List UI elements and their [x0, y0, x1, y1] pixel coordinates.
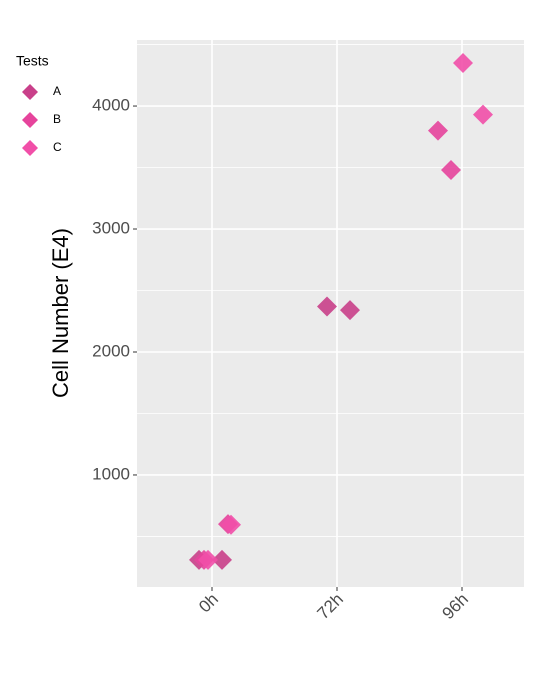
- y-tick-label: 4000: [92, 96, 130, 115]
- panel: [137, 40, 524, 587]
- point: [317, 296, 337, 317]
- point: [198, 549, 218, 570]
- y-tick-label: 3000: [92, 218, 130, 237]
- x-tick-label: 96h: [439, 590, 472, 623]
- point: [441, 159, 461, 180]
- legend-marker: [22, 140, 38, 156]
- legend-label: B: [53, 112, 61, 126]
- y-axis-label: Cell Number (E4): [48, 228, 73, 398]
- x-tick-label: 0h: [195, 590, 222, 617]
- point: [473, 104, 493, 125]
- point: [428, 120, 448, 141]
- point: [212, 549, 232, 570]
- legend-title: Tests: [16, 53, 49, 69]
- legend-marker: [22, 84, 38, 100]
- legend-marker: [22, 112, 38, 128]
- y-tick-label: 1000: [92, 464, 130, 483]
- x-tick-label: 72h: [314, 590, 347, 623]
- y-tick-label: 2000: [92, 341, 130, 360]
- point: [453, 52, 473, 73]
- point: [221, 514, 241, 535]
- legend-label: A: [53, 84, 61, 98]
- legend-label: C: [53, 140, 62, 154]
- point: [340, 300, 360, 321]
